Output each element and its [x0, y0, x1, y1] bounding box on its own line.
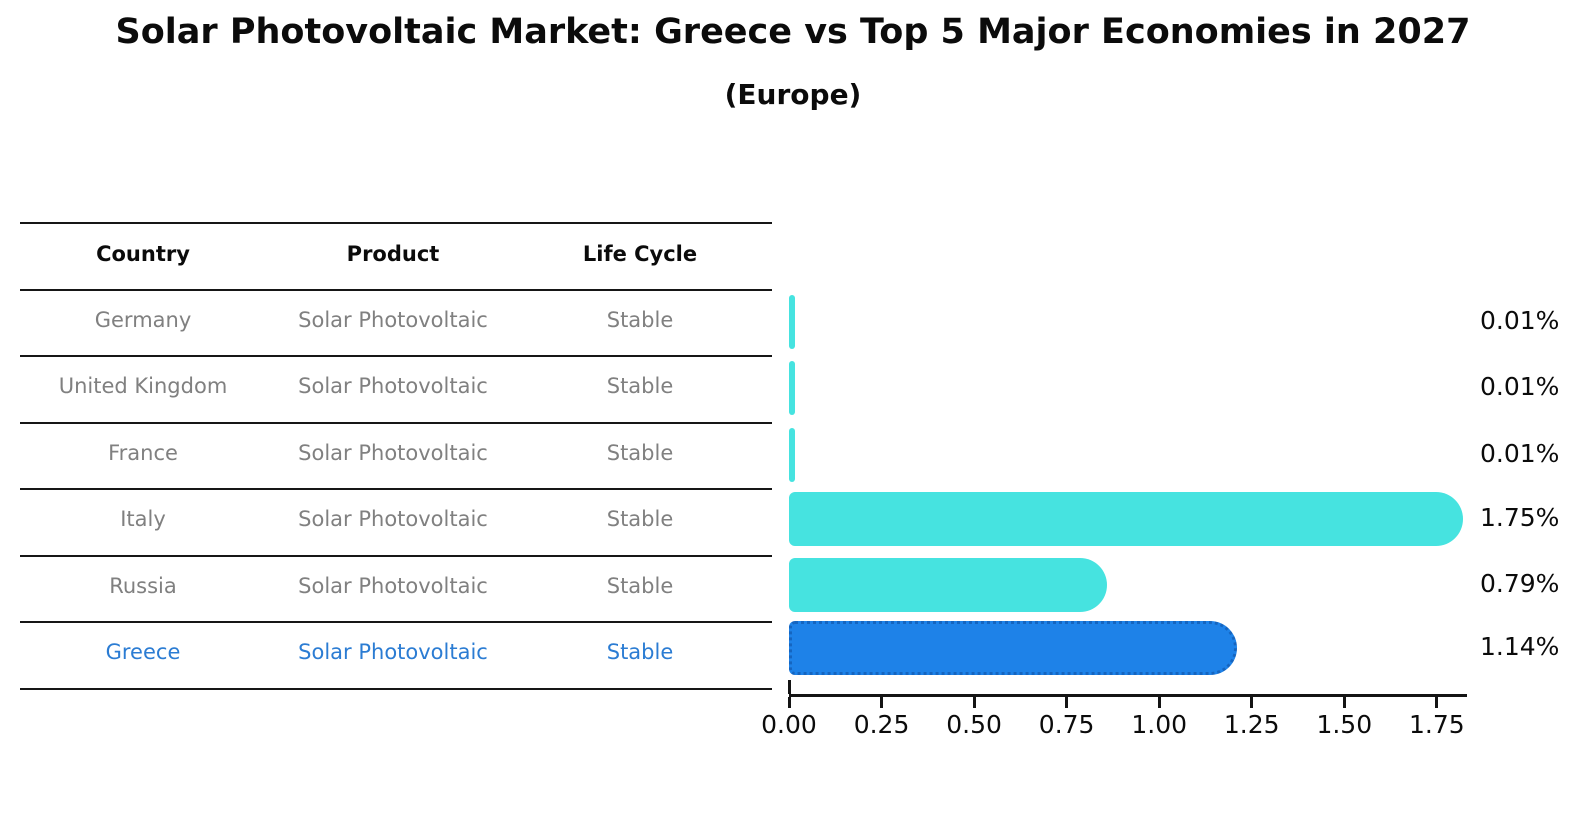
table-cell-product: Solar Photovoltaic [298, 640, 488, 665]
bar-russia [789, 558, 1108, 612]
table-divider-line [20, 554, 772, 557]
table-cell-product: Solar Photovoltaic [298, 440, 488, 465]
x-axis-tick-label: 0.00 [761, 710, 817, 739]
x-axis-tick-label: 0.50 [946, 710, 1002, 739]
x-axis-line [789, 694, 1467, 697]
table-divider-line [20, 355, 772, 357]
bar-value-label: 1.75% [1480, 503, 1560, 532]
chart-subtitle: (Europe) [724, 78, 862, 111]
table-header-life-cycle: Life Cycle [582, 241, 698, 266]
table-divider-line [20, 222, 772, 224]
x-axis-tick [1435, 697, 1439, 708]
chart-title: Solar Photovoltaic Market: Greece vs Top… [115, 12, 1471, 52]
x-axis-tick-label: 0.75 [1038, 710, 1095, 739]
table-divider-line [20, 288, 772, 291]
table-cell-country: Italy [120, 507, 166, 532]
table-divider-line [20, 421, 772, 424]
x-axis-tick-label: 1.75 [1409, 710, 1465, 739]
table-cell-life-cycle: Stable [606, 640, 674, 665]
table-divider-line [20, 488, 772, 490]
bar-value-label: 0.79% [1480, 569, 1560, 598]
table-cell-country: Greece [105, 640, 181, 665]
bar-france [789, 427, 795, 482]
table-cell-country: Germany [94, 307, 192, 332]
x-axis-tick [1065, 697, 1069, 708]
table-cell-life-cycle: Stable [606, 507, 674, 532]
x-axis-tick [1342, 697, 1346, 708]
table-cell-product: Solar Photovoltaic [298, 307, 488, 332]
table-cell-life-cycle: Stable [606, 374, 674, 399]
x-axis-tick [880, 697, 884, 708]
x-axis-tick [1157, 697, 1161, 708]
table-header-country: Country [96, 241, 190, 266]
x-axis-tick [1250, 697, 1254, 708]
bar-value-label: 1.14% [1480, 632, 1560, 661]
table-cell-life-cycle: Stable [606, 307, 674, 332]
x-axis-tick [972, 697, 976, 708]
table-cell-country: France [108, 440, 178, 465]
table-cell-product: Solar Photovoltaic [298, 573, 488, 598]
x-axis-tick-label: 1.00 [1131, 710, 1188, 739]
table-cell-country: Russia [109, 573, 177, 598]
table-cell-product: Solar Photovoltaic [298, 507, 488, 532]
bar-italy [789, 492, 1463, 546]
bar-value-label: 0.01% [1480, 306, 1560, 335]
bar-value-label: 0.01% [1480, 372, 1560, 401]
table-header-product: Product [346, 241, 440, 266]
x-axis-tick-label: 0.25 [853, 710, 910, 739]
x-axis-tick-label: 1.25 [1223, 710, 1280, 739]
bar-value-label: 0.01% [1480, 438, 1560, 468]
x-axis-tick [787, 697, 791, 708]
table-cell-country: United Kingdom [58, 374, 228, 399]
x-axis-tick-label: 1.50 [1316, 710, 1373, 739]
table-divider-line [20, 621, 772, 623]
bar-germany [789, 295, 795, 349]
bar-united-kingdom [789, 361, 795, 415]
table-cell-life-cycle: Stable [606, 573, 674, 598]
y-axis-stub [788, 680, 791, 694]
table-divider-line [20, 687, 772, 690]
table-cell-life-cycle: Stable [606, 440, 674, 465]
bar-greece [789, 621, 1237, 675]
table-cell-product: Solar Photovoltaic [298, 374, 488, 399]
